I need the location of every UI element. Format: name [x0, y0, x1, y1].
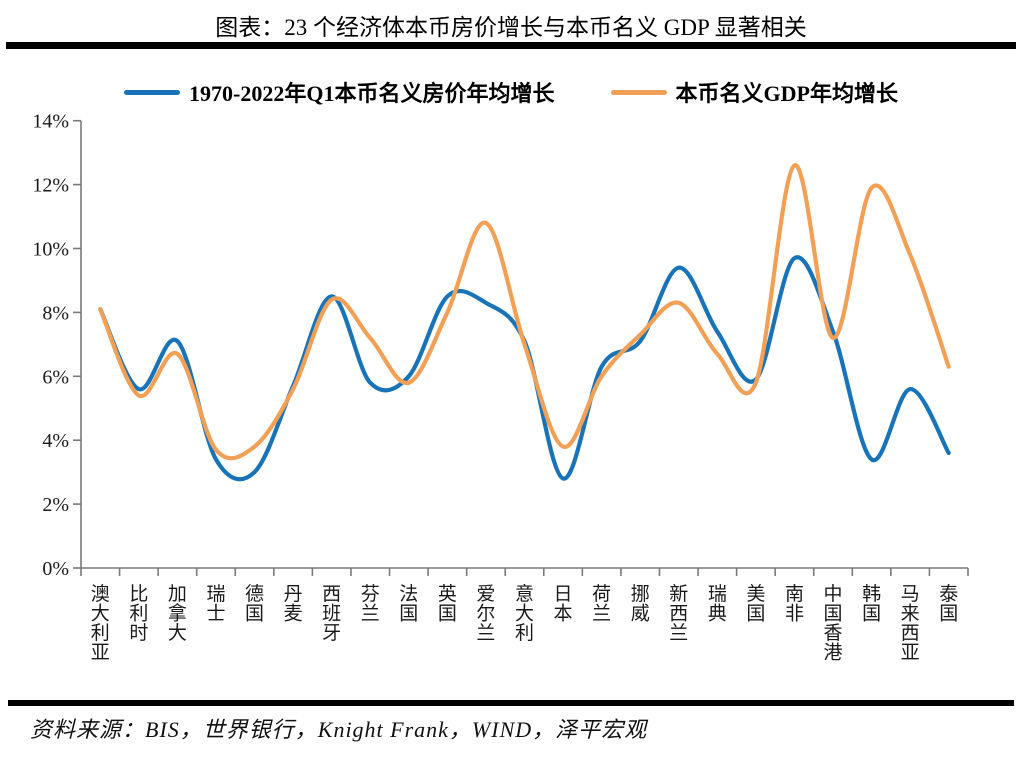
x-axis-label: 爱尔兰 — [476, 583, 495, 644]
house-price-line-swatch — [124, 89, 181, 95]
legend-item-house-price: 1970-2022年Q1本币名义房价年均增长 — [124, 76, 555, 108]
x-axis-label: 马来西亚 — [901, 584, 920, 664]
y-axis-label: 2% — [42, 494, 69, 516]
house-price-series-line — [98, 255, 951, 482]
bottom-divider — [8, 700, 1014, 706]
x-axis-label: 新西兰 — [669, 583, 688, 644]
x-axis-label: 澳大利亚 — [91, 583, 110, 664]
house-price-legend-label: 1970-2022年Q1本币名义房价年均增长 — [189, 81, 555, 106]
x-axis-label: 比利时 — [129, 583, 148, 644]
x-axis-label: 南非 — [785, 583, 804, 625]
x-axis-label: 瑞典 — [708, 583, 727, 625]
y-axis-label: 0% — [42, 558, 69, 580]
y-axis-label: 8% — [42, 302, 69, 324]
x-axis-label: 法国 — [399, 583, 418, 625]
y-axis-label: 12% — [32, 175, 69, 197]
page-title: 图表：23 个经济体本币房价增长与本币名义 GDP 显著相关 — [215, 15, 807, 40]
x-axis-label: 日本 — [554, 584, 573, 625]
y-axis-label: 10% — [32, 239, 69, 261]
x-axis-label: 荷兰 — [592, 583, 611, 625]
top-divider — [6, 42, 1016, 49]
x-axis-label: 西班牙 — [322, 584, 341, 644]
y-axis-label: 4% — [42, 430, 69, 452]
legend-item-gdp: 本币名义GDP年均增长 — [610, 76, 898, 108]
gdp-series-line — [98, 163, 951, 461]
x-axis-label: 美国 — [746, 583, 765, 625]
x-axis-label: 芬兰 — [361, 583, 380, 625]
x-axis-label: 韩国 — [862, 583, 881, 625]
x-axis-label: 丹麦 — [284, 584, 303, 625]
x-axis-label: 德国 — [245, 583, 264, 625]
gdp-legend-label: 本币名义GDP年均增长 — [675, 81, 898, 106]
x-axis-label: 加拿大 — [168, 583, 187, 644]
x-axis-label: 挪威 — [631, 583, 650, 625]
y-axis-label: 6% — [42, 366, 69, 388]
x-axis-label: 英国 — [438, 583, 457, 625]
x-axis-label: 中国香港 — [824, 583, 843, 664]
gdp-line-swatch — [610, 89, 667, 95]
x-axis-label: 意大利 — [515, 583, 534, 644]
source-note: 资料来源：BIS，世界银行，Knight Frank，WIND，泽平宏观 — [30, 717, 648, 742]
legend: 1970-2022年Q1本币名义房价年均增长 本币名义GDP年均增长 — [0, 76, 1022, 108]
x-axis-label: 泰国 — [939, 583, 958, 625]
x-axis-label: 瑞士 — [206, 583, 225, 625]
y-axis-label: 14% — [32, 111, 69, 133]
